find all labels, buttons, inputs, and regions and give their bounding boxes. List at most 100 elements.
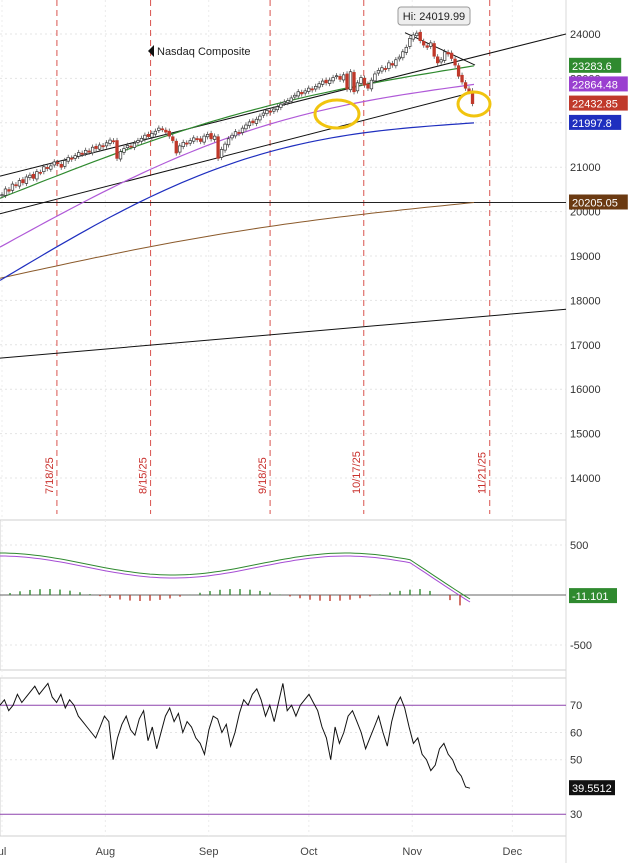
event-date-label: 8/15/25 [138, 457, 150, 494]
candle-body [300, 92, 304, 95]
candle-body [265, 110, 269, 115]
candle-body [205, 133, 210, 138]
candle-body [199, 138, 203, 142]
candle-body [52, 161, 56, 166]
candle-body [289, 97, 293, 102]
candle-body [195, 138, 199, 141]
candle-body [348, 71, 353, 91]
candle-body [104, 142, 109, 147]
macd-signal-line [0, 555, 471, 603]
candle-body [122, 148, 126, 153]
candle-body [282, 101, 286, 104]
x-tick-label: Dec [503, 846, 523, 858]
candle-body [268, 110, 273, 113]
candle-body [24, 176, 29, 184]
candle-body [327, 79, 332, 84]
candle-body [28, 174, 32, 178]
candle-body [80, 152, 84, 155]
candle-body [10, 183, 15, 191]
rsi-tick-label: 70 [570, 700, 582, 712]
macd-tick-label: 500 [570, 540, 588, 552]
price-tag [569, 114, 622, 130]
price-tag-label: 21997.8 [572, 118, 612, 130]
candle-body [303, 90, 307, 94]
candle-body [387, 62, 391, 69]
candle-body [230, 134, 234, 139]
candle-body [240, 127, 245, 133]
rsi-line [0, 682, 471, 789]
y-tick-label: 20000 [570, 207, 601, 219]
price-tag-label: 23283.6 [572, 61, 612, 73]
candle-body [132, 142, 137, 148]
y-tick-label: 17000 [570, 340, 601, 352]
channel-lower-line [0, 91, 476, 215]
candle-body [279, 103, 283, 108]
candle-body [272, 108, 276, 112]
candle-body [226, 138, 231, 146]
highlight-circle [313, 98, 361, 130]
candle-body [345, 73, 349, 90]
price-tag-label: 22432.85 [572, 99, 618, 111]
candle-body [275, 106, 279, 111]
candle-body [192, 137, 196, 142]
candle-body [129, 145, 133, 148]
candle-body [31, 173, 36, 179]
candle-body [153, 130, 158, 135]
candle-body [310, 88, 314, 91]
candle-body [77, 152, 81, 157]
candle-body [432, 43, 436, 57]
candle-body [237, 131, 241, 134]
candle-body [188, 140, 192, 144]
candle-body [97, 144, 102, 150]
macd-value-tag [569, 588, 617, 604]
y-tick-label: 15000 [570, 429, 601, 441]
candle-body [376, 70, 381, 74]
candle-body [453, 58, 457, 66]
hi-label: Hi: 24019.99 [403, 11, 465, 23]
candle-body [422, 40, 426, 46]
candle-body [261, 112, 266, 116]
candle-body [49, 165, 53, 170]
long-term-trendline [0, 308, 567, 359]
candle-body [178, 145, 182, 153]
candle-body [254, 118, 259, 124]
rsi-tick-label: 60 [570, 727, 582, 739]
event-date-label: 7/18/25 [44, 457, 56, 494]
ema-fast-line [0, 65, 475, 199]
event-date-label: 11/21/25 [477, 452, 489, 494]
y-tick-label: 16000 [570, 384, 601, 396]
price-tag [569, 194, 628, 210]
candle-body [446, 52, 450, 55]
candle-body [251, 120, 255, 124]
hi-label-box [397, 6, 471, 26]
candle-body [418, 31, 422, 42]
rsi-value-tag [569, 780, 615, 796]
candle-body [167, 130, 171, 137]
channel-upper-line [0, 33, 567, 177]
rsi-panel-frame [0, 677, 567, 837]
candle-body [456, 65, 461, 77]
candle-body [73, 155, 77, 159]
candle-body [219, 149, 224, 158]
y-tick-label: 21000 [570, 162, 601, 174]
candle-body [352, 72, 356, 93]
candle-body [296, 91, 300, 97]
candle-body [373, 73, 377, 82]
candle-body [216, 136, 220, 159]
price-tag-label: 22864.48 [572, 79, 618, 91]
rsi-value-label: 39.5512 [572, 783, 612, 795]
ema-mid-line [0, 83, 475, 248]
x-tick-label: Sep [199, 846, 219, 858]
y-tick-label: 18000 [570, 295, 601, 307]
candle-body [0, 194, 4, 197]
candle-body [390, 63, 395, 66]
sma-50-line [0, 122, 475, 281]
x-tick-label: Nov [402, 846, 422, 858]
candle-body [317, 83, 321, 88]
candle-body [17, 180, 22, 187]
candle-body [460, 74, 464, 83]
candle-body [401, 51, 405, 59]
candle-body [212, 135, 217, 140]
x-tick-label: Oct [300, 846, 317, 858]
price-tag-label: 20205.05 [572, 197, 618, 209]
